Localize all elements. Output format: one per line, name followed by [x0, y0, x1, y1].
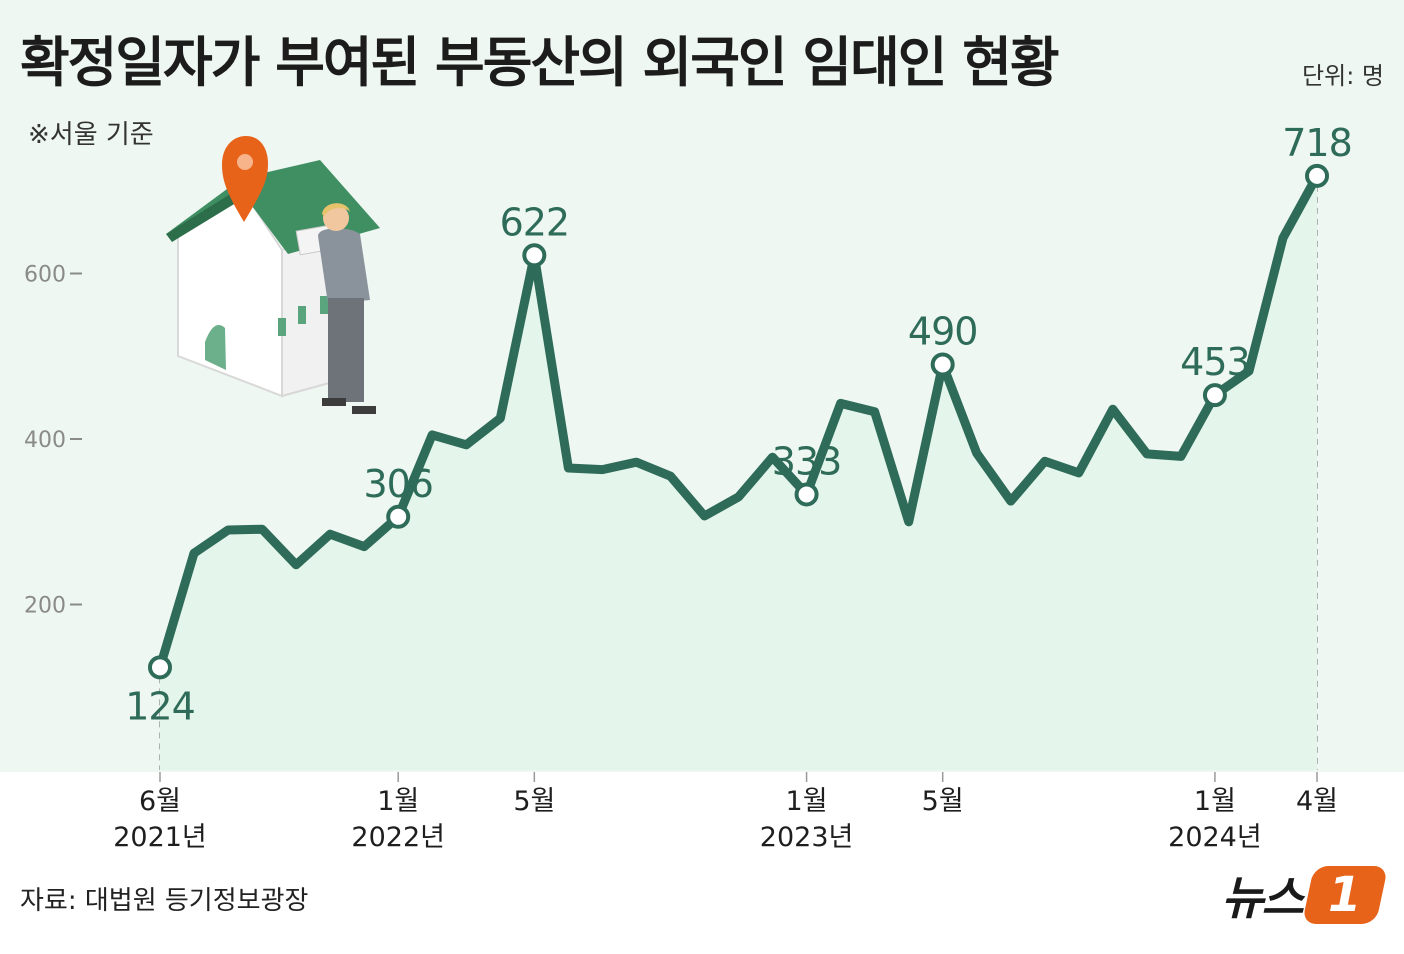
data-labels: 124 306 622 333 490 453 718	[125, 121, 1353, 729]
location-pin-icon	[222, 136, 268, 222]
x-tick-year: 2023년	[760, 822, 854, 853]
x-axis: 6월 2021년 1월 2022년 5월 1월 2023년 5월 1월 2024년 4월	[113, 772, 1338, 853]
y-tick-label: 600	[24, 263, 66, 288]
person-illustration	[295, 203, 376, 414]
x-tick-year: 2024년	[1168, 822, 1262, 853]
x-tick-month: 6월	[139, 786, 181, 817]
x-tick-month: 4월	[1296, 786, 1338, 817]
data-label: 306	[363, 462, 433, 506]
data-label: 333	[772, 439, 842, 483]
data-point-marker	[1202, 383, 1227, 408]
data-label: 490	[908, 310, 978, 354]
area-fill	[160, 175, 1317, 770]
logo-badge-text: 1	[1328, 867, 1362, 923]
region-note: ※서울 기준	[28, 120, 154, 150]
axis-band	[0, 772, 1404, 954]
data-point-marker	[794, 482, 819, 507]
x-tick-month: 1월	[786, 786, 828, 817]
y-tick-label: 200	[24, 594, 66, 619]
logo-text: 뉴스	[1221, 871, 1304, 925]
data-point-marker	[148, 655, 172, 680]
x-tick-month: 5월	[513, 786, 555, 817]
data-label: 124	[125, 684, 195, 728]
source-note: 자료: 대법원 등기정보광장	[20, 886, 309, 916]
x-tick-month: 1월	[377, 786, 419, 817]
series-line	[155, 171, 1322, 672]
point-markers	[148, 163, 1330, 680]
y-axis: 200 400 600	[24, 263, 82, 619]
news1-logo: 뉴스 1	[1221, 862, 1389, 928]
data-label: 718	[1282, 121, 1352, 165]
unit-label: 단위: 명	[1302, 62, 1384, 90]
x-tick-year: 2022년	[351, 822, 445, 853]
x-tick-month: 1월	[1194, 786, 1236, 817]
y-tick-label: 400	[24, 428, 66, 453]
data-point-marker	[522, 243, 547, 268]
data-point-marker	[930, 352, 955, 377]
x-tick-year: 2021년	[113, 822, 207, 853]
logo-badge: 1	[1301, 866, 1389, 924]
data-label: 453	[1180, 340, 1250, 384]
data-point-marker	[386, 504, 411, 529]
data-label: 622	[500, 200, 570, 244]
data-point-marker	[1305, 163, 1330, 188]
chart-title: 확정일자가 부여된 부동산의 외국인 임대인 현황	[20, 31, 1060, 94]
x-tick-month: 5월	[922, 786, 964, 817]
